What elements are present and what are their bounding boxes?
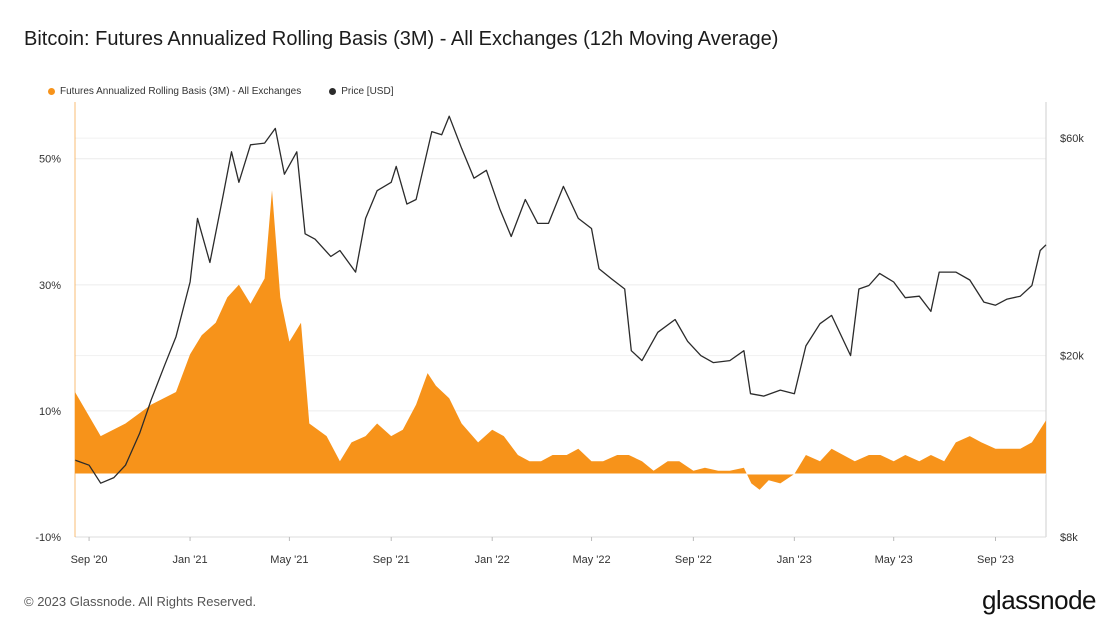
- y-tick-right-2: $60k: [1060, 133, 1084, 145]
- legend-label-basis: Futures Annualized Rolling Basis (3M) - …: [60, 86, 302, 97]
- x-tick-5: May '22: [572, 554, 610, 566]
- series-line-price: [74, 115, 1047, 484]
- y-tick-right-0: $8k: [1060, 532, 1078, 544]
- y-tick-left-3: 50%: [39, 154, 61, 166]
- x-tick-1: Jan '21: [172, 554, 207, 566]
- x-tick-3: Sep '21: [373, 554, 410, 566]
- x-tick-8: May '23: [875, 554, 913, 566]
- glassnode-logo: glassnode: [981, 585, 1097, 615]
- x-tick-9: Sep '23: [977, 554, 1014, 566]
- legend-item-basis[interactable]: Futures Annualized Rolling Basis (3M) - …: [48, 86, 301, 97]
- chart-title: Bitcoin: Futures Annualized Rolling Basi…: [24, 28, 779, 50]
- x-tick-6: Sep '22: [675, 554, 712, 566]
- x-tick-2: May '21: [270, 554, 308, 566]
- copyright-notice: © 2023 Glassnode. All Rights Reserved.: [24, 594, 257, 609]
- series-area-basis: [75, 190, 1046, 490]
- legend-item-price[interactable]: Price [USD]: [329, 86, 393, 97]
- y-tick-left-2: 30%: [39, 280, 61, 292]
- y-tick-left-0: -10%: [35, 532, 61, 544]
- y-tick-left-1: 10%: [39, 406, 61, 418]
- x-tick-0: Sep '20: [71, 554, 108, 566]
- x-tick-4: Jan '22: [475, 554, 510, 566]
- legend-swatch-price: [329, 88, 337, 95]
- x-tick-7: Jan '23: [777, 554, 812, 566]
- legend-label-price: Price [USD]: [341, 86, 394, 97]
- y-tick-right-1: $20k: [1060, 351, 1084, 363]
- legend: Futures Annualized Rolling Basis (3M) - …: [48, 86, 393, 97]
- legend-swatch-basis: [48, 88, 55, 95]
